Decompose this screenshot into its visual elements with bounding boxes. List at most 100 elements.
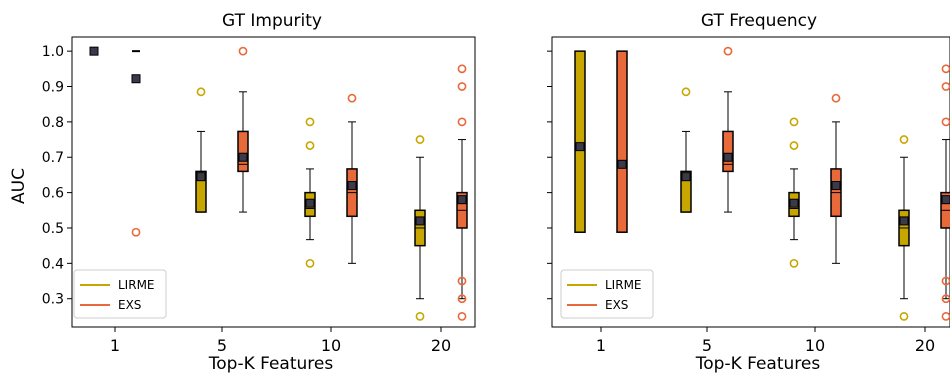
mean-marker	[89, 46, 99, 56]
x-axis-label: Top-K Features	[695, 354, 821, 374]
outlier-point	[415, 311, 425, 321]
box-exs-k1	[616, 50, 628, 233]
mean-marker	[238, 152, 248, 162]
outlier-point	[941, 311, 950, 321]
box-body	[722, 130, 734, 173]
mean-marker	[941, 195, 950, 205]
y-ticks	[547, 50, 552, 300]
panel-gt-impurity: GT Impurity AUC Top-K Features 0.3 0.4 0.5…	[9, 11, 476, 374]
x-tick-label: 5	[217, 336, 227, 355]
y-tick-label: 0.9	[42, 80, 64, 96]
outlier-point	[415, 135, 425, 144]
mean-marker	[347, 181, 357, 191]
box-lirme-k5	[680, 87, 692, 213]
mean-marker	[131, 74, 141, 84]
outlier-point	[238, 46, 248, 56]
outlier-point	[457, 294, 467, 304]
mean-marker	[305, 198, 315, 208]
box-lirme-k20	[414, 135, 426, 321]
legend-label-lirme: LIRME	[605, 278, 642, 292]
x-tick-label: 5	[702, 336, 712, 355]
mean-marker	[617, 159, 627, 169]
mean-marker	[575, 142, 585, 152]
legend-label-exs: EXS	[118, 298, 141, 312]
outlier-point	[457, 82, 467, 91]
box-lirme-k1	[574, 50, 586, 233]
box-lirme-k10	[788, 117, 800, 268]
box-body	[680, 170, 692, 213]
y-tick-label: 0.5	[42, 221, 64, 237]
panel-gt-frequency: GT Frequency Top-K Features 1 5 10 20 LIRME…	[547, 11, 950, 374]
box-exs-k20	[456, 64, 468, 321]
panel-title: GT Frequency	[701, 11, 817, 31]
y-tick-label: 0.8	[42, 115, 64, 131]
box-body	[195, 170, 207, 213]
mean-marker	[723, 152, 733, 162]
outlier-point	[941, 64, 950, 74]
outlier-point	[457, 276, 467, 286]
outlier-point	[347, 93, 357, 103]
outlier-point	[789, 258, 799, 268]
box-marks	[89, 46, 468, 321]
outlier-point	[789, 117, 799, 127]
box-lirme-k5	[195, 87, 207, 213]
box-exs-k5	[722, 46, 734, 213]
box-body	[237, 130, 249, 173]
y-tick-label: 1.0	[42, 44, 64, 60]
outlier-point	[789, 141, 799, 150]
box-exs-k20	[940, 64, 950, 321]
outlier-point	[457, 117, 467, 127]
outlier-point	[941, 117, 950, 127]
outlier-point	[305, 141, 315, 150]
mean-marker	[196, 172, 206, 182]
box-body	[574, 50, 586, 233]
y-axis-label: AUC	[9, 168, 29, 204]
outlier-point	[131, 227, 141, 237]
legend: LIRME EXS	[560, 269, 654, 319]
mean-marker	[415, 216, 425, 226]
mean-marker	[899, 216, 909, 226]
x-tick-label: 20	[915, 336, 935, 355]
box-body	[616, 50, 628, 233]
outlier-point	[899, 311, 909, 321]
y-tick-label: 0.3	[42, 292, 64, 308]
mean-marker	[789, 198, 799, 208]
plot-area	[71, 36, 476, 328]
box-lirme-k10	[304, 117, 316, 268]
mean-marker	[681, 172, 691, 182]
legend-label-exs: EXS	[605, 298, 628, 312]
box-lirme-k20	[898, 135, 910, 321]
box-exs-k1	[131, 50, 141, 237]
x-tick-label: 20	[431, 336, 451, 355]
x-tick-label: 10	[321, 336, 341, 355]
y-tick-label: 0.6	[42, 186, 64, 202]
outlier-point	[305, 258, 315, 268]
x-ticks: 1 5 10 20	[110, 327, 451, 355]
outlier-point	[457, 311, 467, 321]
y-ticks: 0.3 0.4 0.5 0.6 0.7 0.8 0.9 1.0	[42, 44, 72, 308]
axes-frame	[71, 36, 476, 328]
panel-title: GT Impurity	[222, 11, 322, 31]
x-ticks: 1 5 10 20	[596, 327, 935, 355]
x-tick-label: 1	[110, 336, 120, 355]
box-exs-k10	[830, 93, 842, 264]
x-tick-label: 10	[805, 336, 825, 355]
outlier-point	[457, 64, 467, 74]
outlier-point	[723, 46, 733, 56]
outlier-point	[305, 117, 315, 127]
outlier-point	[196, 87, 206, 97]
mean-marker	[457, 195, 467, 205]
outlier-point	[941, 82, 950, 91]
outlier-point	[899, 135, 909, 144]
box-exs-k10	[346, 93, 358, 264]
mean-marker	[831, 181, 841, 191]
box-exs-k5	[237, 46, 249, 213]
x-tick-label: 1	[596, 336, 606, 355]
box-lirme-k1	[89, 46, 99, 56]
outlier-point	[831, 93, 841, 103]
axes-frame	[551, 36, 950, 328]
outlier-point	[681, 87, 691, 97]
legend: LIRME EXS	[73, 269, 167, 319]
x-axis-label: Top-K Features	[208, 354, 334, 374]
